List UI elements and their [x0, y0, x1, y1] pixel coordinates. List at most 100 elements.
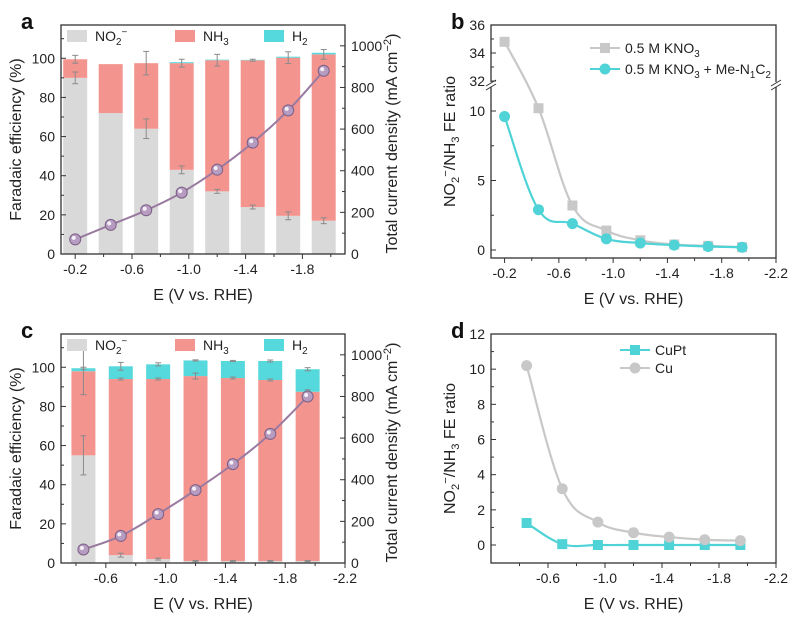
bar-no2 [240, 207, 265, 254]
y-tick-label: 8 [477, 396, 485, 412]
y-tick-label: 40 [39, 168, 55, 184]
x-tick-label: -1.8 [273, 570, 297, 586]
y-tick-label: 2 [477, 502, 485, 518]
data-point-square [533, 103, 544, 114]
panel-label: c [21, 318, 33, 343]
legend-nh3-label: NH3 [203, 337, 229, 357]
x-tick-label: -0.6 [120, 261, 144, 277]
bar-no2 [311, 220, 336, 254]
x-tick-label: -1.8 [710, 265, 734, 281]
marker-highlight [178, 189, 183, 194]
legend-nh3-label: NH3 [203, 28, 229, 48]
axis-break-mark [770, 83, 782, 91]
data-point-circle [668, 239, 680, 251]
bar-nh3 [108, 379, 133, 556]
current-density-point [114, 529, 127, 542]
x-tick-label: -1.8 [290, 261, 314, 277]
panel-label: d [451, 318, 464, 343]
marker-highlight [107, 221, 112, 226]
y-tick-label: 100 [32, 50, 56, 66]
y-axis-label: NO2−/NH3 FE ratio [440, 76, 462, 207]
data-point-circle [663, 531, 675, 543]
legend-nh3-swatch [175, 30, 195, 42]
y2-tick-label: 800 [351, 388, 375, 404]
bar-h2 [183, 360, 208, 377]
current-density-point [140, 204, 153, 217]
y-tick-label: 10 [469, 361, 485, 377]
marker-highlight [192, 486, 197, 491]
x-tick-label: -1.0 [601, 265, 625, 281]
bar-nh3 [98, 64, 123, 114]
bar-nh3 [258, 379, 283, 562]
y-tick-label: 80 [39, 89, 55, 105]
marker-highlight [71, 235, 76, 240]
y-tick-label: 32 [469, 73, 485, 89]
legend-marker-1 [599, 63, 611, 75]
axis-break-mark [485, 83, 497, 91]
y-tick-label: 4 [477, 467, 485, 483]
marker-highlight [320, 67, 325, 72]
legend-no2-label: NO2− [95, 336, 127, 357]
bar-nh3 [240, 60, 265, 208]
bar-h2 [258, 361, 283, 380]
x-axis-label: E (V vs. RHE) [153, 596, 253, 613]
x-tick-label: -0.6 [94, 570, 118, 586]
legend-label-0: 0.5 M KNO3 [625, 40, 700, 60]
y2-axis-label: Total current density (mA cm−2) [382, 343, 401, 563]
data-point-circle [499, 111, 511, 123]
y-tick-label: 0 [47, 555, 55, 571]
y2-tick-label: 1000 [351, 38, 382, 54]
x-tick-label: -0.2 [493, 265, 517, 281]
y-axis-label: NO2−/NH3 FE ratio [440, 383, 462, 514]
current-density-point [104, 218, 117, 231]
current-density-point [301, 390, 314, 403]
y-tick-label: 60 [39, 438, 55, 454]
marker-highlight [249, 139, 254, 144]
marker-highlight [154, 510, 159, 515]
data-point-square [601, 225, 612, 236]
legend-no2-label: NO2− [95, 27, 127, 48]
legend-h2-swatch [264, 339, 284, 351]
y2-tick-label: 0 [351, 246, 359, 262]
bar-no2 [169, 169, 194, 254]
bar-no2 [276, 215, 301, 254]
data-point-square [521, 518, 532, 529]
data-point-circle [734, 535, 746, 547]
bar-h2 [108, 366, 133, 380]
x-axis-label: E (V vs. RHE) [584, 291, 684, 308]
data-point-circle [736, 241, 748, 253]
bar-no2 [98, 113, 123, 254]
current-density-point [175, 186, 188, 199]
y-tick-label: 0 [47, 246, 55, 262]
y-tick-label: 0 [477, 242, 485, 258]
marker-highlight [142, 206, 147, 211]
current-density-point [317, 64, 330, 77]
bar-no2 [63, 77, 88, 254]
current-density-point [77, 543, 90, 556]
current-density-point [152, 508, 165, 521]
marker-highlight [304, 392, 309, 397]
data-point-circle [634, 237, 646, 249]
data-point-circle [628, 527, 639, 539]
data-point-circle [533, 204, 544, 216]
marker-highlight [213, 166, 218, 171]
data-point-square [628, 540, 639, 550]
data-point-circle [556, 483, 568, 495]
legend-label-1: Cu [655, 360, 673, 376]
x-axis-label: E (V vs. RHE) [153, 287, 253, 304]
current-density-point [246, 136, 259, 149]
bar-nh3 [63, 59, 88, 78]
plot-frame [60, 24, 346, 255]
current-density-point [69, 233, 82, 246]
x-axis-label: E (V vs. RHE) [584, 596, 684, 613]
legend-no2-swatch [67, 339, 87, 351]
legend-marker-0 [600, 43, 610, 53]
legend-no2-swatch [67, 30, 87, 42]
bar-h2 [295, 369, 320, 392]
y2-tick-label: 0 [351, 555, 359, 571]
y2-tick-label: 800 [351, 79, 375, 95]
current-density-point [189, 484, 202, 497]
legend-label-0: CuPt [655, 342, 686, 358]
